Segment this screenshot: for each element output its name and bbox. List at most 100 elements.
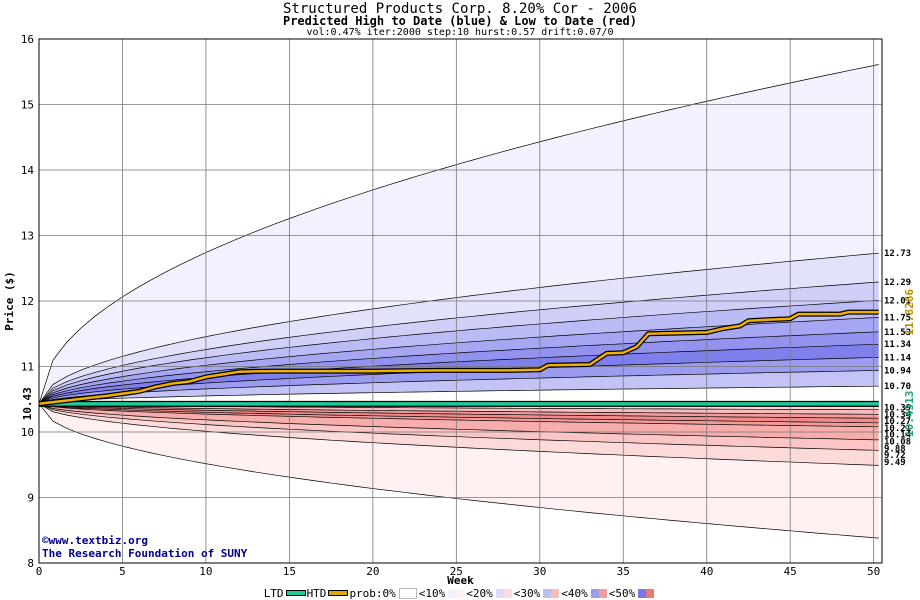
high-band-1 [39,253,879,404]
legend-label-40: <40% [561,586,588,600]
x-tick-label-3: 15 [283,565,296,578]
low-boundary-5 [38,403,879,424]
low-band-4 [39,403,879,427]
y-tick-label-1: 9 [27,492,34,505]
high-boundary-8 [38,370,879,405]
x-tick-label-9: 45 [784,565,797,578]
high-percentile-label-5: 11.34 [884,340,912,350]
high-boundary-9 [38,385,879,405]
low-percentile-label-8: 9.49 [884,458,906,468]
chart-params: vol:0.47% iter:2000 step:10 hurst:0.57 d… [306,27,614,38]
legend-swatch-10 [448,588,465,598]
plot-frame [38,38,883,564]
high-percentile-label-3: 11.75 [884,313,911,323]
legend-label-50: <50% [608,586,636,600]
y-tick-label-4: 12 [21,295,34,308]
ltd-final-label: 10.4313 [903,391,916,437]
legend-label-10: <10% [418,586,446,600]
low-percentile-label-0: 10.39 [884,403,911,413]
legend-swatch-50 [638,588,655,598]
x-tick-label-4: 20 [366,565,379,578]
low-boundary-6 [38,403,879,419]
low-band-7 [39,403,879,415]
low-boundary-4 [38,403,879,428]
y-tick-label-8: 16 [21,33,34,46]
legend-label-20: <20% [466,586,493,600]
low-percentile-label-1: 10.34 [884,410,912,420]
y-tick-label-2: 10 [21,426,34,439]
htd-line [38,310,879,406]
htd-final-label: 11.8266 [903,289,916,336]
high-percentile-label-1: 12.29 [884,278,911,288]
x-tick-label-1: 5 [119,565,126,578]
high-percentile-label-2: 12.01 [884,296,911,306]
x-tick-label-8: 40 [700,565,713,578]
legend-label-ltd: LTD [263,586,284,600]
chart-title: Structured Products Corp. 8.20% Cor - 20… [282,1,637,17]
low-percentile-label-3: 10.21 [884,424,911,434]
y-tick-label-7: 15 [21,99,34,112]
low-band-0 [39,403,879,539]
low-band-6 [39,403,879,419]
high-band-0 [39,64,879,404]
legend-label-prob0: prob:0% [349,586,396,600]
credit-line-site: ©www.textbiz.org [42,534,148,547]
credit-line-org: The Research Foundation of SUNY [42,547,248,560]
low-percentile-label-2: 10.27 [884,417,911,427]
legend-swatch-40 [590,588,607,598]
x-tick-label-7: 35 [617,565,630,578]
high-boundary-1 [38,252,879,405]
high-boundary-3 [38,299,879,405]
credit-block: ©www.textbiz.org The Research Foundation… [42,534,247,560]
low-band-5 [39,403,879,423]
low-boundary-1 [38,403,879,466]
low-band-2 [39,403,879,451]
high-boundary-6 [38,343,879,405]
low-percentile-label-4: 10.14 [884,431,912,441]
low-boundary-2 [38,403,879,451]
legend-swatch-prob0 [398,587,417,599]
high-boundary-0 [38,64,879,404]
high-percentile-label-4: 11.53 [884,328,911,338]
x-tick-label-0: 0 [36,565,43,578]
y-tick-label-6: 14 [21,164,35,177]
x-tick-label-2: 10 [199,565,212,578]
y-axis-title: Price ($) [3,271,16,331]
low-percentile-label-6: 9.88 [884,444,906,454]
y-tick-label-0: 8 [27,557,34,570]
start-value-label: 10.43 [21,387,34,420]
low-boundary-0 [38,403,879,539]
legend-swatch-20 [495,588,512,598]
high-band-2 [39,282,879,404]
high-boundary-5 [38,331,879,405]
high-band-6 [39,344,879,404]
low-band-1 [39,403,879,466]
chart-subtitle: Predicted High to Date (blue) & Low to D… [282,14,637,28]
chart-legend: LTD HTD prob:0% <10% <20% <30% <40% <50% [0,586,920,600]
legend-label-htd: HTD [306,586,327,600]
x-tick-label-10: 50 [867,565,880,578]
high-band-3 [39,300,879,404]
y-tick-label-3: 11 [21,361,34,374]
high-percentile-label-0: 12.73 [884,249,911,259]
legend-swatch-30 [543,588,560,598]
low-boundary-7 [38,403,879,415]
x-tick-label-6: 30 [533,565,546,578]
x-axis-title: Week [447,574,474,587]
x-tick-label-5: 25 [450,565,463,578]
high-band-8 [39,370,879,404]
high-percentile-label-7: 10.94 [884,366,912,376]
high-percentile-label-6: 11.14 [884,353,912,363]
low-percentile-label-7: 9.72 [884,451,906,461]
high-band-7 [39,357,879,404]
high-band-4 [39,317,879,404]
legend-label-30: <30% [513,586,541,600]
legend-line-ltd [285,590,306,596]
high-boundary-2 [38,281,879,405]
high-percentile-label-8: 10.70 [884,382,911,392]
legend-line-htd [328,590,349,596]
low-band-3 [39,403,879,440]
high-band-5 [39,331,879,404]
y-tick-label-5: 13 [21,230,34,243]
